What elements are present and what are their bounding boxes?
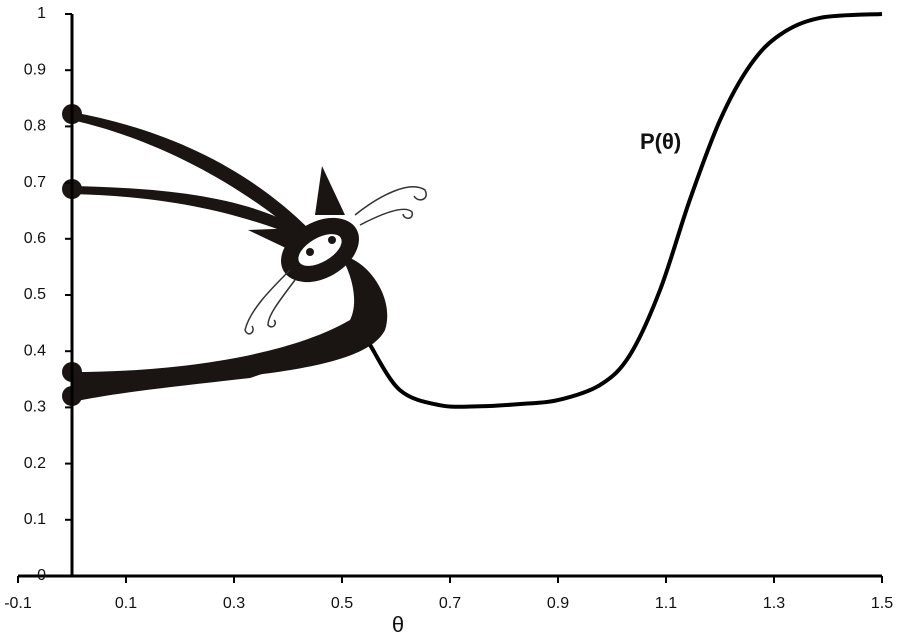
y-tick-label: 0.5 <box>24 286 46 303</box>
y-tick-label: 0.9 <box>24 61 46 78</box>
y-tick-label: 0.3 <box>24 399 46 416</box>
curve-label: P(θ) <box>640 129 681 154</box>
curve <box>368 12 883 409</box>
y-tick-label: 0.4 <box>24 342 46 359</box>
cat-whiskers <box>244 186 427 335</box>
y-tick-label: 0.6 <box>24 230 46 247</box>
x-tick-label: 0.3 <box>223 595 245 612</box>
y-tick-label: 0.2 <box>24 455 46 472</box>
x-tick-label: 0.1 <box>115 595 137 612</box>
x-tick-label: 0.9 <box>547 595 569 612</box>
x-tick-label: 0.7 <box>439 595 461 612</box>
x-tick-label: 1.5 <box>871 595 893 612</box>
x-tick-label: -0.1 <box>4 595 32 612</box>
x-tick-label: 0.5 <box>331 595 353 612</box>
x-tick-label: 1.3 <box>763 595 785 612</box>
cat-illustration <box>62 104 388 406</box>
x-axis-label: θ <box>392 612 404 637</box>
y-tick-label: 0.7 <box>24 174 46 191</box>
y-tick-label: 0.1 <box>24 511 46 528</box>
y-tick-label: 0.8 <box>24 118 46 135</box>
y-tick-label: 1 <box>37 5 46 22</box>
y-tick-label: 0 <box>37 567 46 584</box>
x-tick-label: 1.1 <box>655 595 677 612</box>
